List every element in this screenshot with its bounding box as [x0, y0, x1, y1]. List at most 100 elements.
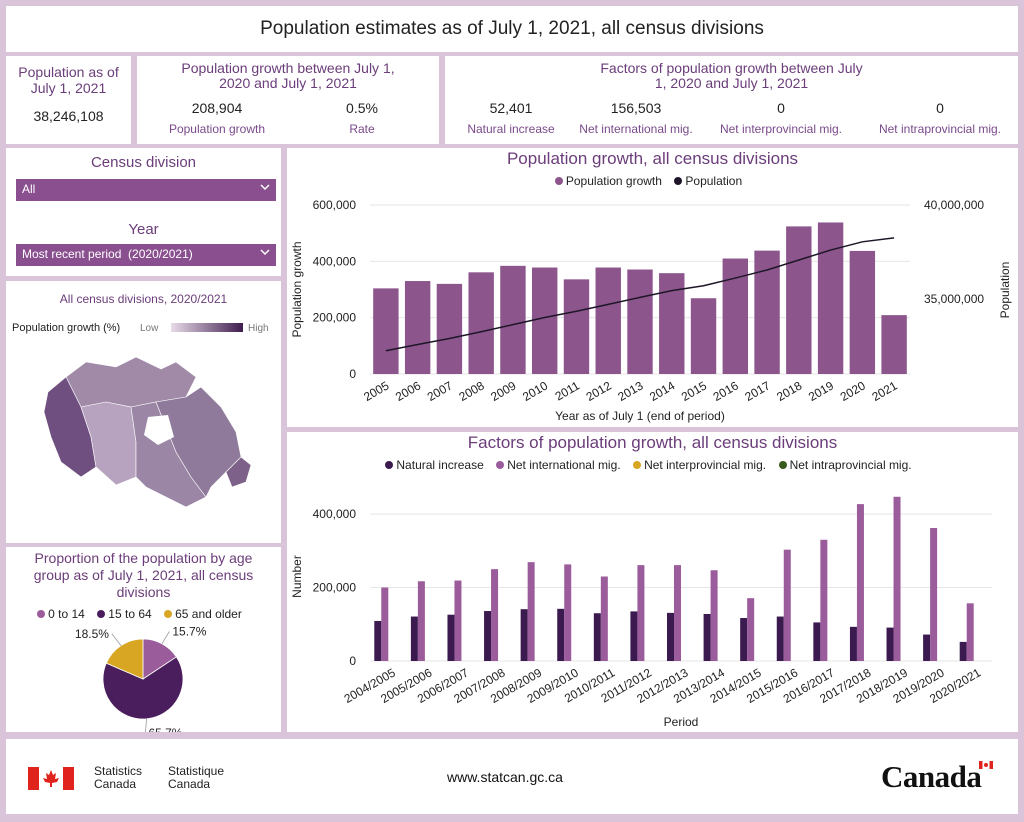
- map-legend-label: Population growth (%): [12, 322, 121, 334]
- factor-intraprovincial-value: 0: [936, 100, 944, 116]
- bar-population-growth[interactable]: [754, 250, 780, 374]
- statcan-url-link[interactable]: www.statcan.gc.ca: [447, 769, 563, 785]
- growth-value: 208,904: [191, 100, 243, 116]
- bar-population-growth[interactable]: [532, 267, 558, 374]
- bar-natural-increase[interactable]: [813, 622, 821, 661]
- bar-natural-increase[interactable]: [410, 616, 418, 661]
- bar-net-international[interactable]: [637, 565, 645, 661]
- pie-legend-item: 65 and older: [164, 607, 242, 621]
- bar-natural-increase[interactable]: [630, 611, 638, 661]
- pie-slice-15-64[interactable]: [102, 656, 184, 720]
- bar-population-growth[interactable]: [690, 298, 717, 374]
- x-tick-label: 2006: [393, 378, 423, 404]
- bar-population-growth[interactable]: [849, 250, 876, 374]
- bar-population-growth[interactable]: [627, 269, 653, 374]
- pie-slice-label: 15.7%: [172, 627, 206, 638]
- bar-natural-increase[interactable]: [484, 611, 492, 661]
- map-legend-gradient: [171, 323, 243, 332]
- bar-population-growth[interactable]: [659, 273, 685, 374]
- bar-natural-increase[interactable]: [667, 612, 674, 661]
- bar-population-growth[interactable]: [500, 265, 526, 374]
- pie-leader-line: [111, 633, 122, 646]
- pie-panel: Proportion of the population by age grou…: [6, 547, 281, 732]
- bar-net-international[interactable]: [491, 569, 499, 661]
- bar-population-growth[interactable]: [468, 272, 494, 374]
- bar-net-international[interactable]: [966, 603, 974, 661]
- y-tick-label: 200,000: [313, 311, 357, 325]
- bar-net-international[interactable]: [527, 562, 535, 661]
- pie-legend: 0 to 14 15 to 64 65 and older: [6, 605, 281, 623]
- pie-slice-65-older[interactable]: [105, 638, 144, 680]
- census-division-dropdown[interactable]: All: [16, 179, 276, 201]
- bar-natural-increase[interactable]: [849, 626, 857, 661]
- factor-natural-label: Natural increase: [467, 122, 555, 136]
- growth-chart-legend: Population growth Population: [287, 172, 1018, 190]
- bar-population-growth[interactable]: [786, 226, 812, 374]
- bar-net-international[interactable]: [930, 528, 938, 661]
- y-axis-label: Number: [290, 555, 304, 598]
- bar-population-growth[interactable]: [563, 279, 590, 374]
- factors-chart-panel: Factors of population growth, all census…: [287, 432, 1018, 732]
- y2-tick-label: 40,000,000: [924, 198, 984, 212]
- chevron-down-icon: [260, 184, 270, 191]
- factors-chart-legend: Natural increase Net international mig. …: [287, 456, 1018, 474]
- population-value: 38,246,108: [33, 108, 104, 124]
- bar-natural-increase[interactable]: [374, 620, 382, 661]
- growth-chart-title: Population growth, all census divisions: [506, 149, 799, 168]
- bar-net-international[interactable]: [454, 580, 462, 661]
- bar-natural-increase[interactable]: [776, 616, 784, 661]
- statcan-en-line2: Canada: [94, 777, 137, 791]
- statcan-fr-line2: Canada: [168, 777, 211, 791]
- bar-natural-increase[interactable]: [520, 609, 528, 661]
- bar-net-international[interactable]: [674, 565, 681, 661]
- bar-net-international[interactable]: [856, 504, 864, 661]
- x-tick-label: 2010: [520, 378, 550, 404]
- bar-population-growth[interactable]: [373, 288, 399, 374]
- canada-map[interactable]: [36, 347, 256, 527]
- x-tick-label: 2017: [742, 378, 772, 404]
- bar-net-international[interactable]: [747, 598, 755, 661]
- bar-net-international[interactable]: [417, 581, 425, 661]
- bar-population-growth[interactable]: [436, 283, 463, 374]
- bar-natural-increase[interactable]: [740, 618, 748, 661]
- bar-net-international[interactable]: [893, 496, 901, 661]
- year-value: Most recent period (2020/2021): [22, 247, 193, 261]
- bar-natural-increase[interactable]: [923, 634, 931, 661]
- bar-natural-increase[interactable]: [886, 627, 894, 661]
- map-title: All census divisions, 2020/2021: [59, 292, 228, 306]
- bar-population-growth[interactable]: [881, 315, 907, 374]
- bar-net-international[interactable]: [600, 576, 608, 662]
- bar-net-international[interactable]: [710, 570, 718, 661]
- line-population[interactable]: [385, 237, 895, 352]
- rate-label: Rate: [349, 122, 375, 136]
- bar-natural-increase[interactable]: [959, 641, 967, 661]
- bar-natural-increase[interactable]: [703, 613, 711, 661]
- bar-natural-increase[interactable]: [557, 608, 565, 661]
- map-region-hudson-bay: [144, 415, 174, 445]
- census-division-value: All: [22, 182, 36, 196]
- bar-population-growth[interactable]: [404, 281, 431, 374]
- canada-wordmark: Canada: [881, 759, 993, 795]
- bar-net-international[interactable]: [820, 539, 828, 661]
- y-tick-label: 400,000: [313, 507, 357, 521]
- y-tick-label: 600,000: [313, 198, 357, 212]
- growth-label: Population growth: [168, 122, 266, 136]
- bar-population-growth[interactable]: [595, 267, 621, 374]
- pie-leader-line: [145, 718, 147, 732]
- year-label: Year: [128, 221, 159, 238]
- x-tick-label: 2016: [711, 378, 741, 404]
- bar-net-international[interactable]: [564, 564, 572, 661]
- bar-natural-increase[interactable]: [447, 614, 455, 661]
- factors-title: Factors of population growth between Jul…: [600, 60, 863, 91]
- bar-net-international[interactable]: [783, 549, 791, 661]
- bar-natural-increase[interactable]: [593, 613, 601, 661]
- pie-legend-item: 15 to 64: [97, 607, 152, 621]
- bar-net-international[interactable]: [381, 587, 389, 661]
- y-tick-label: 0: [349, 654, 356, 668]
- y-tick-label: 0: [349, 367, 356, 381]
- factor-intraprovincial-label: Net intraprovincial mig.: [878, 122, 1002, 136]
- x-tick-label: 2018: [774, 378, 804, 404]
- year-dropdown[interactable]: Most recent period (2020/2021): [16, 244, 276, 266]
- bar-population-growth[interactable]: [817, 222, 844, 374]
- factors-chart-title: Factors of population growth, all census…: [467, 433, 838, 452]
